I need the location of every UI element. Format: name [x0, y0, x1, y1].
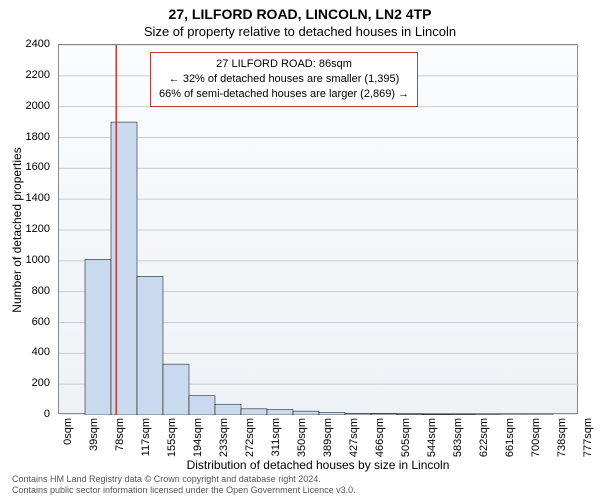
x-axis-label: Distribution of detached houses by size … [58, 458, 578, 472]
y-tick-label: 2000 [0, 100, 50, 112]
x-tick-label: 389sqm [322, 418, 334, 457]
histogram-bar [137, 276, 163, 415]
histogram-bar [189, 396, 215, 415]
y-tick-label: 2200 [0, 69, 50, 81]
x-tick-label: 427sqm [348, 418, 360, 457]
annotation-callout: 27 LILFORD ROAD: 86sqm ← 32% of detached… [150, 52, 418, 107]
x-tick-label: 155sqm [166, 418, 178, 457]
x-tick-label: 505sqm [400, 418, 412, 457]
footer-line2: Contains public sector information licen… [12, 485, 356, 496]
histogram-bar [111, 122, 137, 415]
x-tick-label: 194sqm [192, 418, 204, 457]
y-tick-label: 600 [0, 316, 50, 328]
x-tick-label: 78sqm [114, 418, 126, 451]
y-tick-label: 1400 [0, 192, 50, 204]
histogram-bar [85, 259, 111, 415]
y-tick-label: 800 [0, 285, 50, 297]
x-tick-label: 39sqm [88, 418, 100, 451]
x-tick-label: 233sqm [218, 418, 230, 457]
x-tick-label: 0sqm [62, 418, 74, 445]
annotation-line2: ← 32% of detached houses are smaller (1,… [159, 72, 409, 87]
annotation-line3: 66% of semi-detached houses are larger (… [159, 87, 409, 102]
y-tick-label: 400 [0, 346, 50, 358]
x-tick-label: 350sqm [296, 418, 308, 457]
x-tick-label: 311sqm [270, 418, 282, 456]
x-tick-label: 466sqm [374, 418, 386, 457]
page-title: 27, LILFORD ROAD, LINCOLN, LN2 4TP [0, 0, 600, 22]
x-axis-ticks: 0sqm 39sqm 78sqm 117sqm 155sqm 194sqm 233sqm 27… [58, 414, 578, 464]
y-tick-label: 0 [0, 408, 50, 420]
y-tick-label: 1800 [0, 131, 50, 143]
annotation-line1: 27 LILFORD ROAD: 86sqm [159, 57, 409, 72]
x-tick-label: 117sqm [140, 418, 152, 456]
footer-attribution: Contains HM Land Registry data © Crown c… [12, 474, 356, 496]
x-tick-label: 544sqm [426, 418, 438, 457]
y-tick-label: 1600 [0, 161, 50, 173]
x-tick-label: 583sqm [452, 418, 464, 457]
histogram-bar [163, 364, 189, 415]
footer-line1: Contains HM Land Registry data © Crown c… [12, 474, 356, 485]
x-tick-label: 738sqm [556, 418, 568, 457]
x-tick-label: 272sqm [244, 418, 256, 457]
y-tick-label: 1200 [0, 223, 50, 235]
page-subtitle: Size of property relative to detached ho… [0, 22, 600, 39]
x-tick-label: 661sqm [504, 418, 516, 457]
y-tick-label: 200 [0, 377, 50, 389]
y-tick-label: 1000 [0, 254, 50, 266]
x-tick-label: 622sqm [478, 418, 490, 457]
y-tick-label: 2400 [0, 38, 50, 50]
x-tick-label: 777sqm [582, 418, 594, 457]
x-tick-label: 700sqm [530, 418, 542, 457]
y-axis-ticks: 0200400600800100012001400160018002000220… [0, 44, 54, 414]
